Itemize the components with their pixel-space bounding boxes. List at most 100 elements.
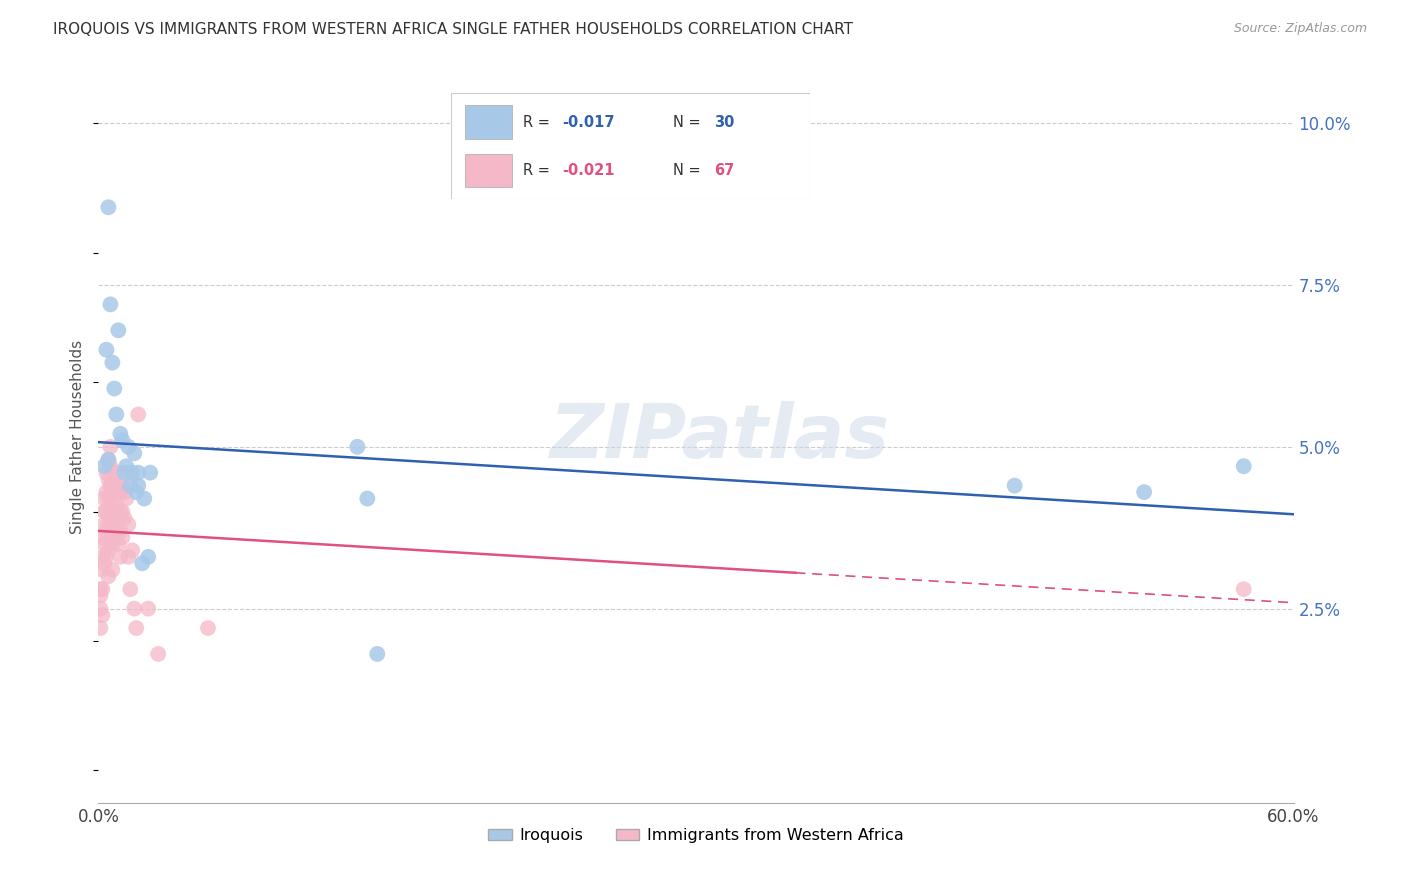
Point: [96, 343, 118, 357]
Point: [117, 549, 139, 564]
Point: [124, 601, 146, 615]
Point: [101, 517, 124, 532]
Point: [107, 323, 129, 337]
Point: [110, 485, 132, 500]
Point: [115, 491, 138, 506]
Point: [1233, 459, 1256, 474]
Point: [97, 517, 120, 532]
Point: [120, 478, 142, 492]
Point: [125, 485, 148, 500]
Point: [103, 466, 125, 480]
Point: [103, 504, 125, 518]
Point: [197, 621, 219, 635]
Point: [98, 504, 122, 518]
Point: [124, 446, 146, 460]
Point: [97, 569, 120, 583]
Point: [91, 582, 114, 597]
Point: [91, 563, 114, 577]
Point: [346, 440, 368, 454]
Point: [101, 537, 124, 551]
Point: [110, 524, 132, 538]
Point: [89, 621, 111, 635]
Point: [93, 504, 115, 518]
Point: [93, 537, 115, 551]
Point: [98, 478, 122, 492]
Point: [107, 485, 129, 500]
Point: [105, 408, 128, 422]
Point: [139, 466, 162, 480]
Point: [91, 530, 114, 544]
Point: [98, 440, 122, 454]
Point: [93, 557, 115, 571]
Point: [136, 549, 159, 564]
Point: [96, 549, 118, 564]
Point: [110, 426, 132, 441]
Point: [101, 478, 124, 492]
Point: [148, 647, 170, 661]
Y-axis label: Single Father Households: Single Father Households: [70, 340, 86, 534]
Text: Source: ZipAtlas.com: Source: ZipAtlas.com: [1233, 22, 1367, 36]
Point: [110, 549, 132, 564]
Point: [97, 543, 120, 558]
Point: [101, 563, 124, 577]
Point: [127, 408, 149, 422]
Point: [117, 517, 139, 532]
Point: [115, 459, 138, 474]
Point: [93, 517, 115, 532]
Point: [98, 459, 122, 474]
Point: [93, 459, 115, 474]
Point: [96, 504, 118, 518]
Text: IROQUOIS VS IMMIGRANTS FROM WESTERN AFRICA SINGLE FATHER HOUSEHOLDS CORRELATION : IROQUOIS VS IMMIGRANTS FROM WESTERN AFRI…: [53, 22, 853, 37]
Point: [134, 491, 156, 506]
Point: [97, 452, 120, 467]
Point: [103, 485, 125, 500]
Point: [117, 440, 139, 454]
Legend: Iroquois, Immigrants from Western Africa: Iroquois, Immigrants from Western Africa: [481, 822, 911, 850]
Point: [89, 601, 111, 615]
Point: [107, 466, 129, 480]
Point: [121, 543, 143, 558]
Point: [121, 466, 143, 480]
Point: [97, 491, 120, 506]
Point: [98, 530, 122, 544]
Point: [112, 466, 135, 480]
Text: ZIPatlas: ZIPatlas: [550, 401, 890, 474]
Point: [111, 530, 134, 544]
Point: [120, 582, 142, 597]
Point: [110, 504, 132, 518]
Point: [91, 608, 114, 623]
Point: [131, 557, 153, 571]
Point: [98, 297, 122, 311]
Point: [125, 621, 148, 635]
Point: [96, 524, 118, 538]
Point: [107, 511, 129, 525]
Point: [96, 485, 118, 500]
Point: [112, 511, 135, 525]
Point: [97, 472, 120, 486]
Point: [111, 434, 134, 448]
Point: [103, 530, 125, 544]
Point: [101, 498, 124, 512]
Point: [103, 382, 125, 396]
Point: [105, 498, 128, 512]
Point: [1233, 582, 1256, 597]
Point: [101, 356, 124, 370]
Point: [89, 589, 111, 603]
Point: [97, 452, 120, 467]
Point: [107, 537, 129, 551]
Point: [105, 478, 128, 492]
Point: [136, 601, 159, 615]
Point: [356, 491, 378, 506]
Point: [111, 478, 134, 492]
Point: [96, 466, 118, 480]
Point: [105, 524, 128, 538]
Point: [89, 582, 111, 597]
Point: [93, 491, 115, 506]
Point: [1133, 485, 1156, 500]
Point: [127, 466, 149, 480]
Point: [1004, 478, 1026, 492]
Point: [91, 549, 114, 564]
Point: [112, 485, 135, 500]
Point: [127, 478, 149, 492]
Point: [111, 504, 134, 518]
